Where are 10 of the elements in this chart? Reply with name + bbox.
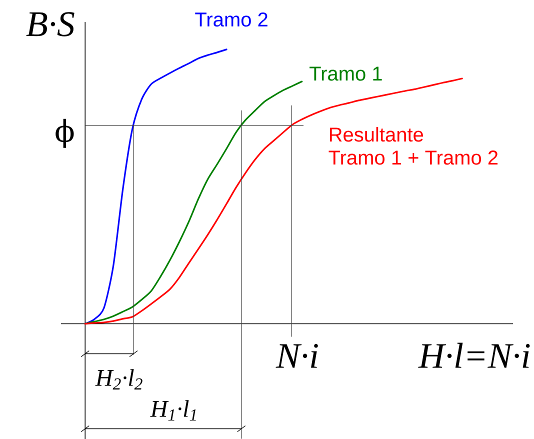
ref-line-label: ϕ — [56, 118, 74, 148]
series-label: Tramo 1 — [310, 66, 382, 81]
x-axis-title: H·l=N·i — [418, 342, 530, 368]
series-label: Resultante — [330, 127, 424, 142]
text: N·i — [276, 344, 318, 368]
series-label: Tramo 2 — [195, 12, 268, 27]
annotation: Tramo 1 + Tramo 2 — [328, 150, 498, 165]
text: H$_{2}$·l$_{2}$ — [95, 369, 142, 390]
text: H$_{1}$·l$_{1}$ — [150, 400, 196, 420]
y-axis-title: B·S — [26, 12, 74, 36]
